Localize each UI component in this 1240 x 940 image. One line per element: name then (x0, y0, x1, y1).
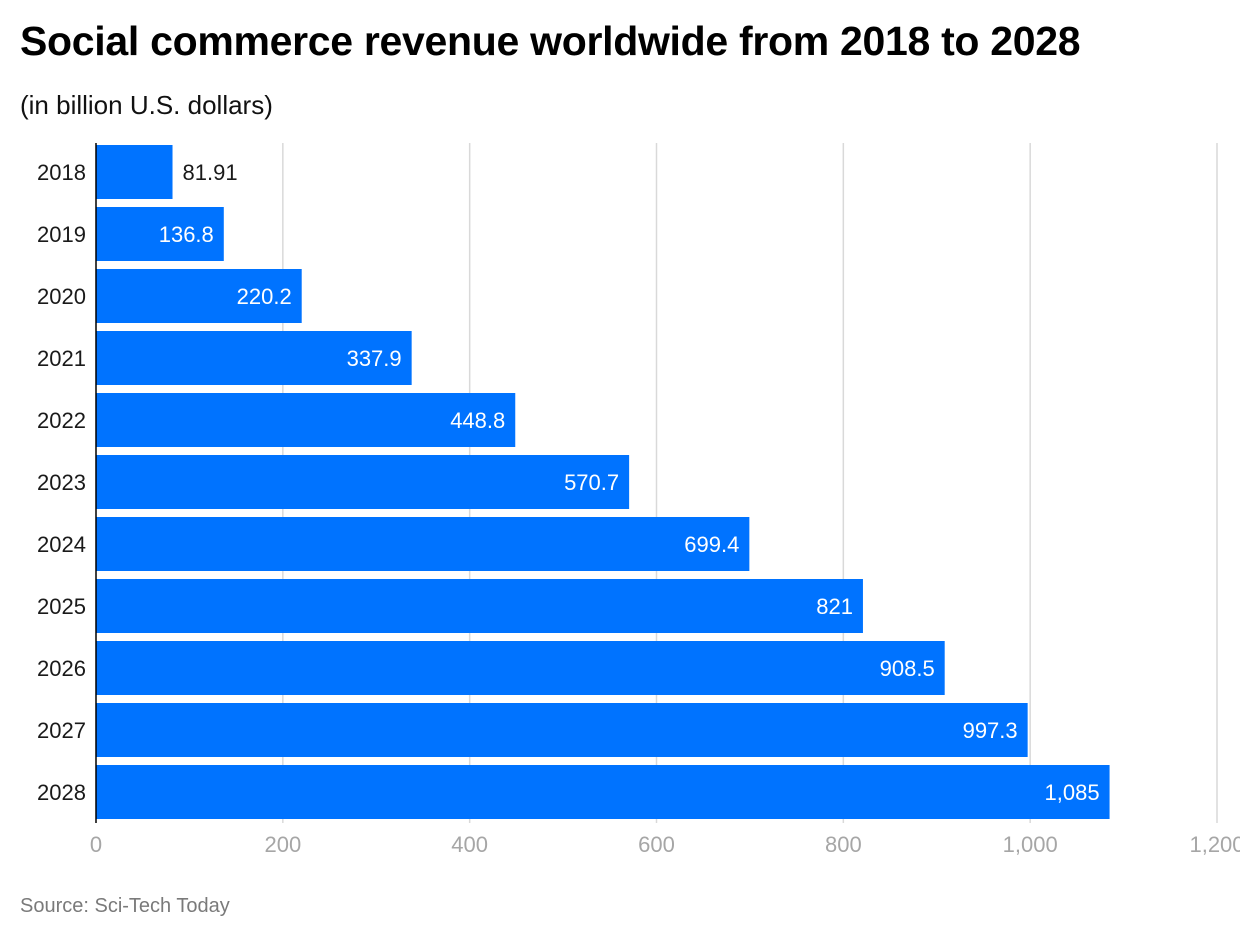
data-label: 699.4 (684, 532, 739, 557)
data-label: 220.2 (237, 284, 292, 309)
data-label: 81.91 (183, 160, 238, 185)
data-label: 821 (816, 594, 853, 619)
data-label: 448.8 (450, 408, 505, 433)
data-label: 570.7 (564, 470, 619, 495)
chart-title: Social commerce revenue worldwide from 2… (20, 18, 1081, 64)
data-labels: 81.91 136.8 220.2 337.9 448.8 570.7 699.4 821 90… (159, 160, 1100, 805)
category-labels: 2018 2019 2020 2021 2022 2023 2024 2025 2026 2027… (37, 160, 86, 805)
bar (96, 393, 516, 447)
bar-chart: 2018 2019 2020 2021 2022 2023 2024 2025 2026 2027… (37, 143, 1240, 857)
x-tick-label: 800 (825, 832, 862, 857)
category-label: 2027 (37, 718, 86, 743)
x-tick-label: 1,200 (1189, 832, 1240, 857)
category-label: 2018 (37, 160, 86, 185)
bar (96, 579, 863, 633)
data-label: 136.8 (159, 222, 214, 247)
bar (96, 269, 302, 323)
data-label: 908.5 (880, 656, 935, 681)
bar (96, 145, 173, 199)
category-label: 2025 (37, 594, 86, 619)
x-tick-label: 400 (451, 832, 488, 857)
data-label: 997.3 (963, 718, 1018, 743)
bar (96, 641, 945, 695)
x-tick-label: 600 (638, 832, 675, 857)
x-tick-label: 200 (264, 832, 301, 857)
category-label: 2024 (37, 532, 86, 557)
source-note: Source: Sci-Tech Today (20, 895, 230, 917)
data-label: 1,085 (1045, 780, 1100, 805)
bar (96, 765, 1110, 819)
category-label: 2028 (37, 780, 86, 805)
bar (96, 207, 224, 261)
x-axis-tick-labels: 0 200 400 600 800 1,000 1,200 (90, 832, 1240, 857)
category-label: 2019 (37, 222, 86, 247)
chart-subtitle: (in billion U.S. dollars) (20, 90, 273, 120)
category-label: 2020 (37, 284, 86, 309)
category-label: 2021 (37, 346, 86, 371)
category-label: 2023 (37, 470, 86, 495)
bars (96, 145, 1110, 819)
category-label: 2022 (37, 408, 86, 433)
x-tick-label: 0 (90, 832, 102, 857)
category-label: 2026 (37, 656, 86, 681)
bar (96, 331, 412, 385)
data-label: 337.9 (347, 346, 402, 371)
bar (96, 517, 750, 571)
bar (96, 703, 1028, 757)
bar (96, 455, 630, 509)
x-tick-label: 1,000 (1003, 832, 1058, 857)
